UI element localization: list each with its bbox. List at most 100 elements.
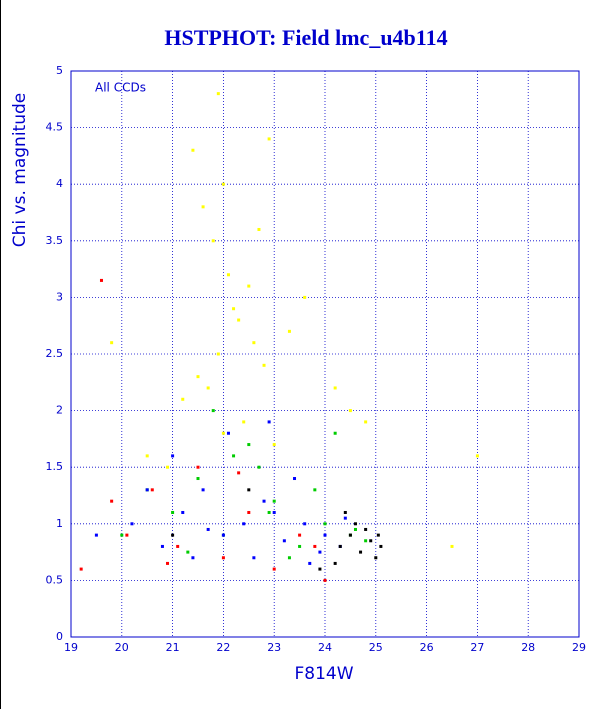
point — [343, 516, 347, 520]
y-tick-label: 4 — [56, 177, 63, 190]
point — [206, 386, 210, 390]
x-tick-label: 26 — [420, 641, 434, 654]
point — [323, 533, 327, 537]
point — [237, 471, 241, 475]
x-tick-label: 28 — [521, 641, 535, 654]
point — [313, 488, 317, 492]
point — [125, 533, 129, 537]
point — [94, 533, 98, 537]
point — [348, 409, 352, 413]
point — [272, 443, 276, 447]
point — [272, 510, 276, 514]
point — [110, 341, 114, 345]
point — [303, 522, 307, 526]
point — [293, 477, 297, 481]
point — [333, 431, 337, 435]
point — [313, 544, 317, 548]
point — [181, 397, 185, 401]
y-tick-label: 1.5 — [46, 460, 64, 473]
point — [374, 556, 378, 560]
point — [221, 182, 225, 186]
point — [252, 341, 256, 345]
point — [247, 284, 251, 288]
point — [343, 510, 347, 514]
point — [308, 561, 312, 565]
point — [359, 550, 363, 554]
point — [379, 544, 383, 548]
point — [166, 561, 170, 565]
y-tick-label: 5 — [56, 64, 63, 77]
point — [201, 488, 205, 492]
point — [145, 488, 149, 492]
point — [369, 539, 373, 543]
annotation: All CCDs — [95, 81, 146, 95]
y-tick-label: 2.5 — [46, 347, 64, 360]
point — [257, 465, 261, 469]
point — [475, 454, 479, 458]
x-tick-label: 25 — [369, 641, 383, 654]
x-tick-label: 20 — [115, 641, 129, 654]
point — [272, 567, 276, 571]
point — [323, 522, 327, 526]
point — [303, 295, 307, 299]
point — [216, 352, 220, 356]
point — [176, 544, 180, 548]
point — [242, 522, 246, 526]
point — [323, 578, 327, 582]
point — [267, 510, 271, 514]
point — [267, 137, 271, 141]
point — [262, 499, 266, 503]
point — [298, 533, 302, 537]
point — [247, 443, 251, 447]
point — [221, 556, 225, 560]
point — [211, 239, 215, 243]
point — [160, 544, 164, 548]
point — [364, 527, 368, 531]
point — [232, 307, 236, 311]
point — [348, 533, 352, 537]
chart-title: HSTPHOT: Field lmc_u4b114 — [164, 25, 447, 50]
point — [226, 431, 230, 435]
point — [186, 550, 190, 554]
x-tick-label: 29 — [572, 641, 586, 654]
point — [318, 567, 322, 571]
point — [201, 205, 205, 209]
point — [364, 420, 368, 424]
point — [237, 318, 241, 322]
point — [110, 499, 114, 503]
point — [353, 527, 357, 531]
plot-frame — [70, 70, 580, 638]
point — [450, 544, 454, 548]
point — [282, 539, 286, 543]
point — [353, 522, 357, 526]
point — [333, 561, 337, 565]
y-tick-label: 3 — [56, 290, 63, 303]
x-tick-label: 19 — [64, 641, 78, 654]
point — [318, 550, 322, 554]
y-tick-label: 2 — [56, 404, 63, 417]
point — [221, 533, 225, 537]
y-tick-label: 0 — [56, 630, 63, 643]
point — [166, 465, 170, 469]
point — [181, 510, 185, 514]
point — [247, 510, 251, 514]
point — [298, 544, 302, 548]
x-tick-label: 27 — [470, 641, 484, 654]
point — [232, 454, 236, 458]
point — [206, 527, 210, 531]
point — [376, 533, 380, 537]
point — [333, 386, 337, 390]
point — [99, 278, 103, 282]
point — [120, 533, 124, 537]
point — [216, 92, 220, 96]
point — [252, 556, 256, 560]
point — [196, 477, 200, 481]
point — [130, 522, 134, 526]
x-tick-label: 21 — [166, 641, 180, 654]
point — [247, 488, 251, 492]
x-tick-label: 23 — [267, 641, 281, 654]
point — [262, 363, 266, 367]
point — [211, 409, 215, 413]
point — [191, 556, 195, 560]
